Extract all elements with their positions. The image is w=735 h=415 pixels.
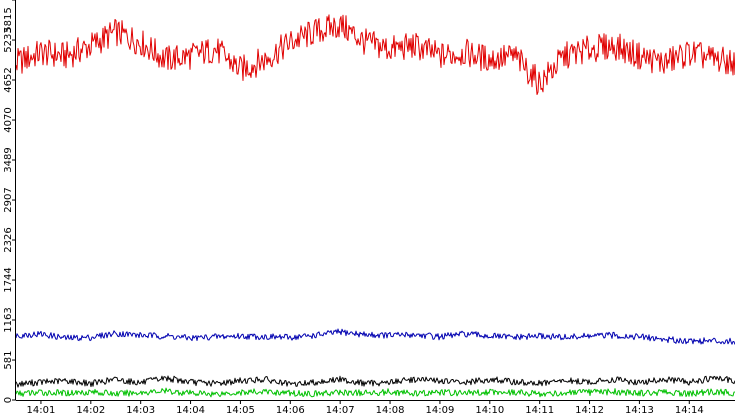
y-tick-label: 0 [3, 397, 14, 403]
series-layer [15, 14, 735, 398]
y-tick-label: 2907 [3, 187, 14, 212]
y-tick-label: 5233 [3, 27, 14, 52]
x-tick-label: 14:13 [625, 405, 654, 415]
y-tick-label: 4070 [3, 107, 14, 132]
y-tick-label: 5815 [3, 7, 14, 32]
x-tick-label: 14:12 [575, 405, 604, 415]
x-tick-label: 14:01 [27, 405, 56, 415]
x-tick-label: 14:08 [376, 405, 405, 415]
x-tick-label: 14:02 [76, 405, 105, 415]
x-tick-label: 14:05 [226, 405, 255, 415]
x-tick-label: 14:09 [426, 405, 455, 415]
x-tick-label: 14:14 [675, 405, 704, 415]
y-tick-label: 3489 [3, 147, 14, 172]
x-tick-label: 14:04 [176, 405, 205, 415]
x-tick-label: 14:03 [126, 405, 155, 415]
series-line-1 [15, 14, 735, 95]
x-tick-label: 14:11 [525, 405, 554, 415]
x-tick-label: 14:06 [276, 405, 305, 415]
x-tick-label: 14:07 [326, 405, 355, 415]
y-tick-label: 581 [3, 350, 14, 369]
y-tick-label: 1744 [3, 267, 14, 292]
y-tick-label: 4652 [3, 67, 14, 92]
series-line-2 [15, 328, 735, 345]
y-tick-label: 1163 [3, 307, 14, 332]
x-tick-label: 14:10 [475, 405, 504, 415]
x-axis: 14:01 14:02 14:03 14:04 14:05 14:06 14:07 14:08… [16, 400, 735, 415]
series-line-3 [15, 375, 735, 388]
series-line-4 [15, 387, 735, 398]
y-tick-label: 2326 [3, 227, 14, 252]
